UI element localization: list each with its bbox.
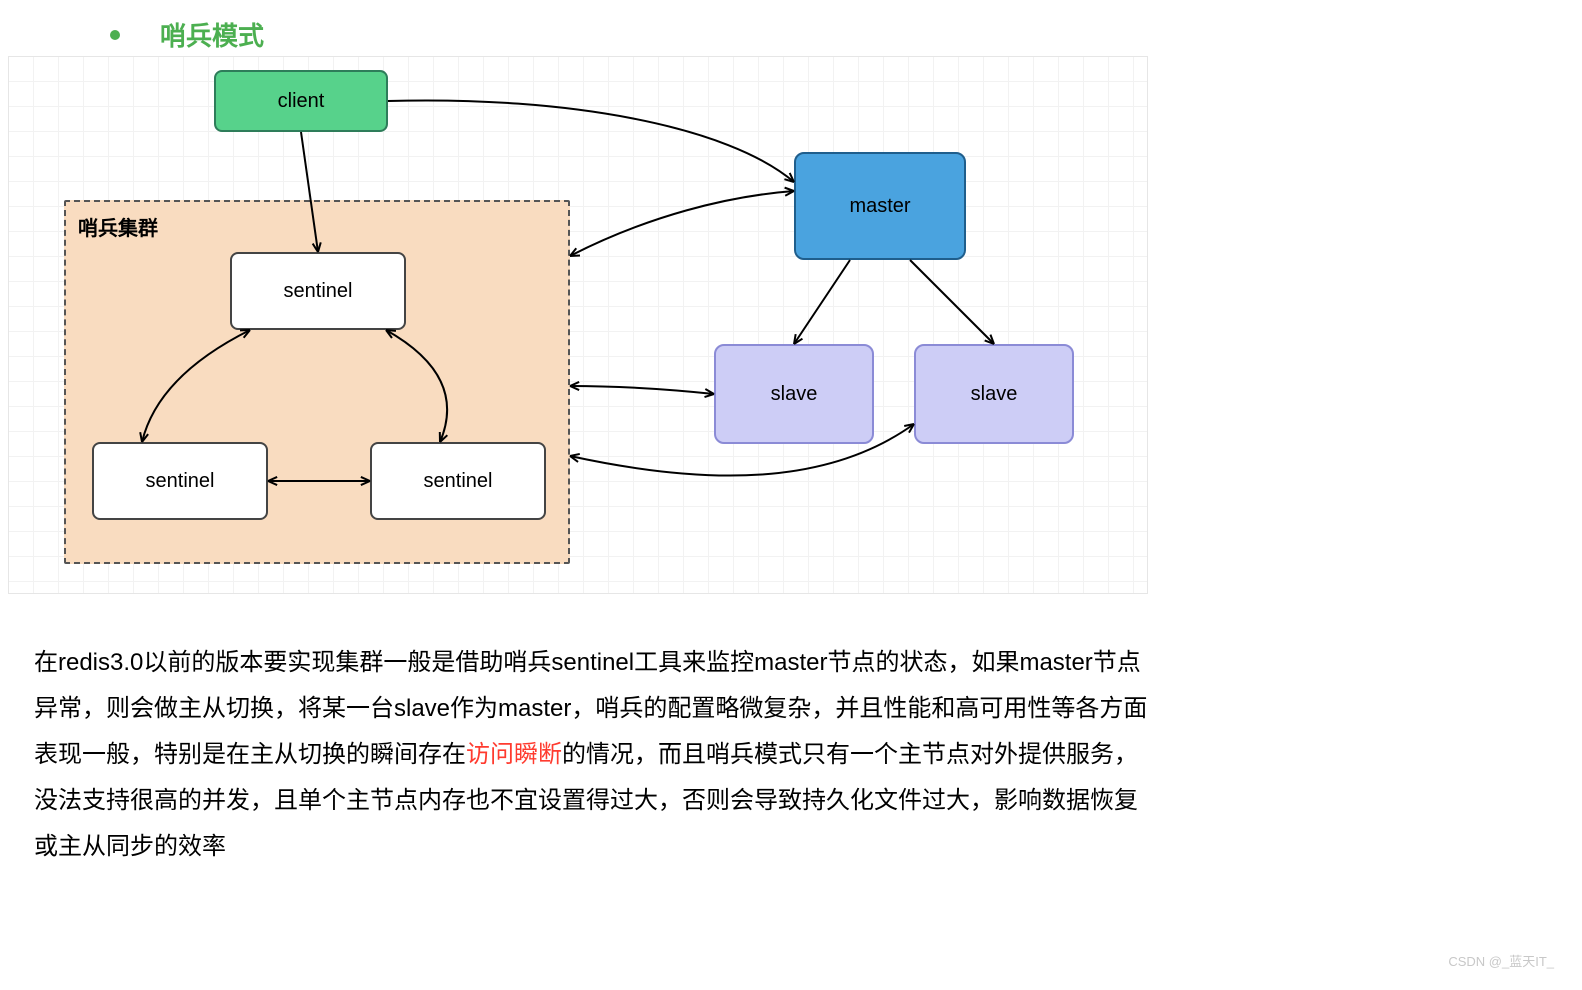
node-sentinel-right: sentinel xyxy=(370,442,546,520)
node-client: client xyxy=(214,70,388,132)
sentinel-group-label: 哨兵集群 xyxy=(78,212,158,241)
node-slave-1: slave xyxy=(714,344,874,444)
page-title: 哨兵模式 xyxy=(160,16,264,53)
node-slave-2: slave xyxy=(914,344,1074,444)
diagram-canvas: 哨兵集群 client master slave slave sentinel … xyxy=(8,56,1148,594)
bullet-icon xyxy=(110,30,120,40)
heading-row: 哨兵模式 xyxy=(110,16,264,53)
node-sentinel-left: sentinel xyxy=(92,442,268,520)
description-paragraph: 在redis3.0以前的版本要实现集群一般是借助哨兵sentinel工具来监控m… xyxy=(34,640,1154,870)
node-sentinel-top: sentinel xyxy=(230,252,406,330)
node-master: master xyxy=(794,152,966,260)
watermark: CSDN @_蓝天IT_ xyxy=(1448,951,1554,970)
description-highlight: 访问瞬断 xyxy=(466,741,562,768)
